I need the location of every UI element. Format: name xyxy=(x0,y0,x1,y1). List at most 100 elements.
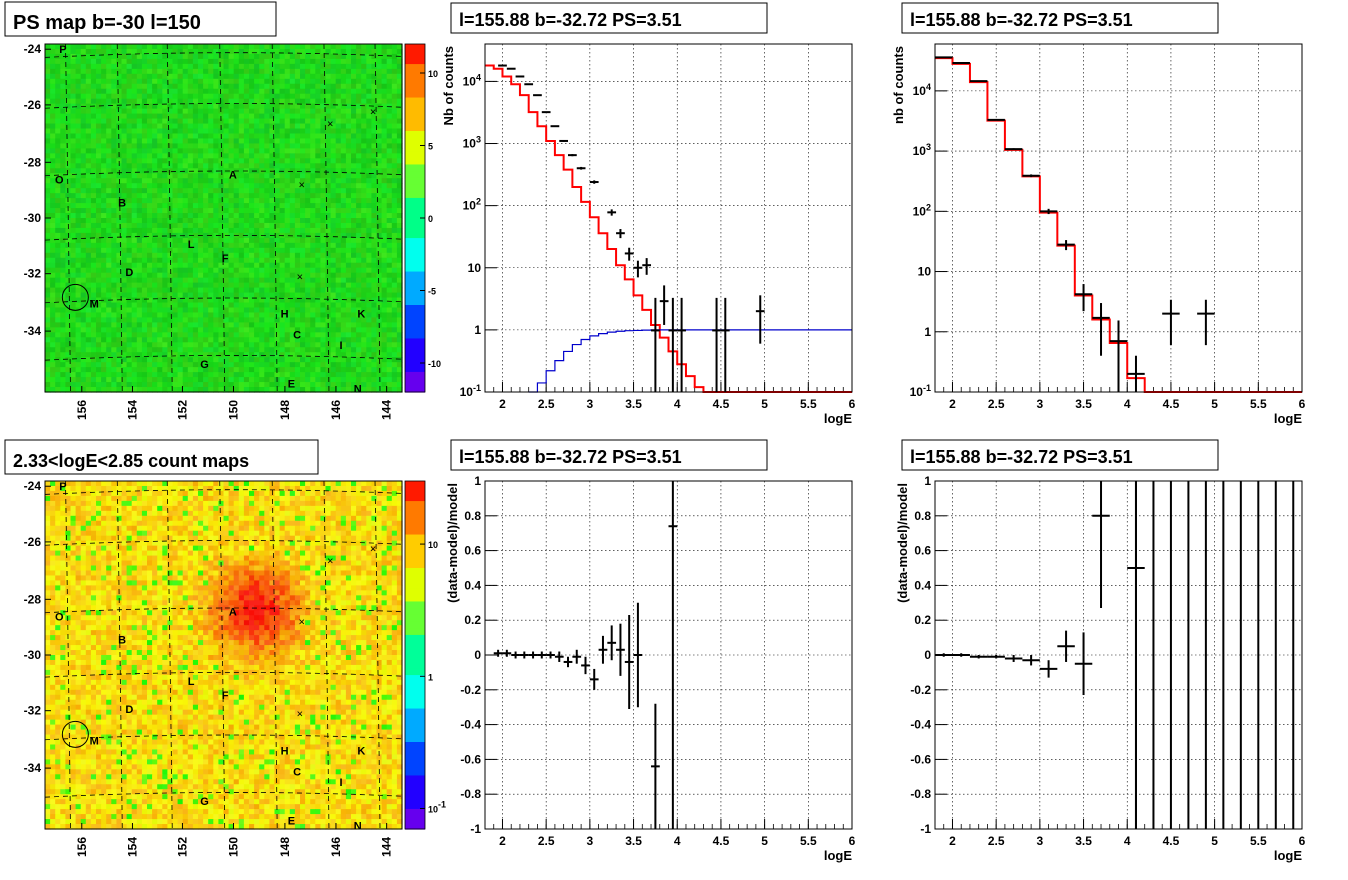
map-cell xyxy=(300,129,306,135)
map-cell xyxy=(208,317,214,323)
map-cell xyxy=(60,104,66,110)
map-cell xyxy=(183,188,189,194)
map-cell xyxy=(208,258,214,264)
map-cell xyxy=(76,293,82,299)
map-cell xyxy=(45,148,51,154)
map-cell xyxy=(315,188,321,194)
map-cell xyxy=(213,183,219,189)
map-cell xyxy=(331,198,337,204)
map-cell xyxy=(341,273,347,279)
map-cell xyxy=(239,124,245,130)
map-cell xyxy=(45,54,51,60)
map-cell xyxy=(371,89,377,95)
map-cell xyxy=(183,322,189,328)
map-cell xyxy=(86,153,92,159)
map-cell xyxy=(157,173,163,179)
map-cell xyxy=(203,44,209,50)
map-cell xyxy=(76,203,82,209)
map-cell xyxy=(361,124,367,130)
map-cell xyxy=(188,198,194,204)
map-cell xyxy=(101,372,107,378)
map-cell xyxy=(86,278,92,284)
map-cell xyxy=(382,213,388,219)
map-cell xyxy=(157,293,163,299)
map-cell xyxy=(91,193,97,199)
map-cell xyxy=(382,332,388,338)
map-cell xyxy=(239,44,245,50)
map-cell xyxy=(76,337,82,343)
map-cell xyxy=(300,293,306,299)
map-cell xyxy=(315,109,321,115)
map-cell xyxy=(71,327,77,333)
map-cell xyxy=(371,327,377,333)
map-cell xyxy=(91,198,97,204)
map-cell xyxy=(71,337,77,343)
map-cell xyxy=(249,153,255,159)
map-cell xyxy=(208,303,214,309)
map-cell xyxy=(254,44,260,50)
map-cell xyxy=(203,133,209,139)
colorbar-cell xyxy=(405,104,425,111)
map-cell xyxy=(275,362,281,368)
map-cell xyxy=(208,114,214,120)
map-cell xyxy=(239,54,245,60)
map-cell xyxy=(86,114,92,120)
map-cell xyxy=(127,367,133,373)
map-cell xyxy=(50,79,56,85)
map-cell xyxy=(178,312,184,318)
map-cell xyxy=(71,124,77,130)
map-cell xyxy=(305,342,311,348)
map-cell xyxy=(203,173,209,179)
map-cell xyxy=(285,163,291,169)
map-cell xyxy=(371,69,377,75)
map-cell xyxy=(244,283,250,289)
map-cell xyxy=(269,79,275,85)
map-cell xyxy=(116,104,122,110)
map-cell xyxy=(91,243,97,249)
map-cell xyxy=(106,362,112,368)
map-cell xyxy=(331,228,337,234)
map-cell xyxy=(326,228,332,234)
map-cell xyxy=(239,188,245,194)
map-cell xyxy=(356,64,362,70)
map-cell xyxy=(295,228,301,234)
map-cell xyxy=(239,109,245,115)
map-cell xyxy=(280,362,286,368)
map-cell xyxy=(213,59,219,65)
map-cell xyxy=(76,79,82,85)
map-cell xyxy=(147,357,153,363)
map-cell xyxy=(371,213,377,219)
map-cell xyxy=(137,377,143,383)
map-cell xyxy=(239,129,245,135)
map-cell xyxy=(300,148,306,154)
map-cell xyxy=(361,263,367,269)
map-cell xyxy=(81,64,87,70)
map-cell xyxy=(132,173,138,179)
map-cell xyxy=(341,143,347,149)
map-cell xyxy=(285,268,291,274)
map-cell xyxy=(269,89,275,95)
map-cell xyxy=(229,312,235,318)
map-cell xyxy=(249,143,255,149)
map-cell xyxy=(152,148,158,154)
map-cell xyxy=(60,233,66,239)
map-cell xyxy=(254,193,260,199)
map-cell xyxy=(81,352,87,358)
map-cell xyxy=(264,94,270,100)
map-cell xyxy=(234,258,240,264)
map-cell xyxy=(249,362,255,368)
map-cell xyxy=(76,243,82,249)
map-cell xyxy=(269,248,275,254)
map-cell xyxy=(91,129,97,135)
map-cell xyxy=(50,322,56,328)
map-cell xyxy=(142,307,148,313)
map-cell xyxy=(208,104,214,110)
map-cell xyxy=(295,94,301,100)
map-cell xyxy=(60,64,66,70)
map-cell xyxy=(280,133,286,139)
map-cell xyxy=(361,148,367,154)
map-cell xyxy=(116,129,122,135)
map-cell xyxy=(224,293,230,299)
map-cell xyxy=(259,238,265,244)
map-cell xyxy=(122,243,128,249)
